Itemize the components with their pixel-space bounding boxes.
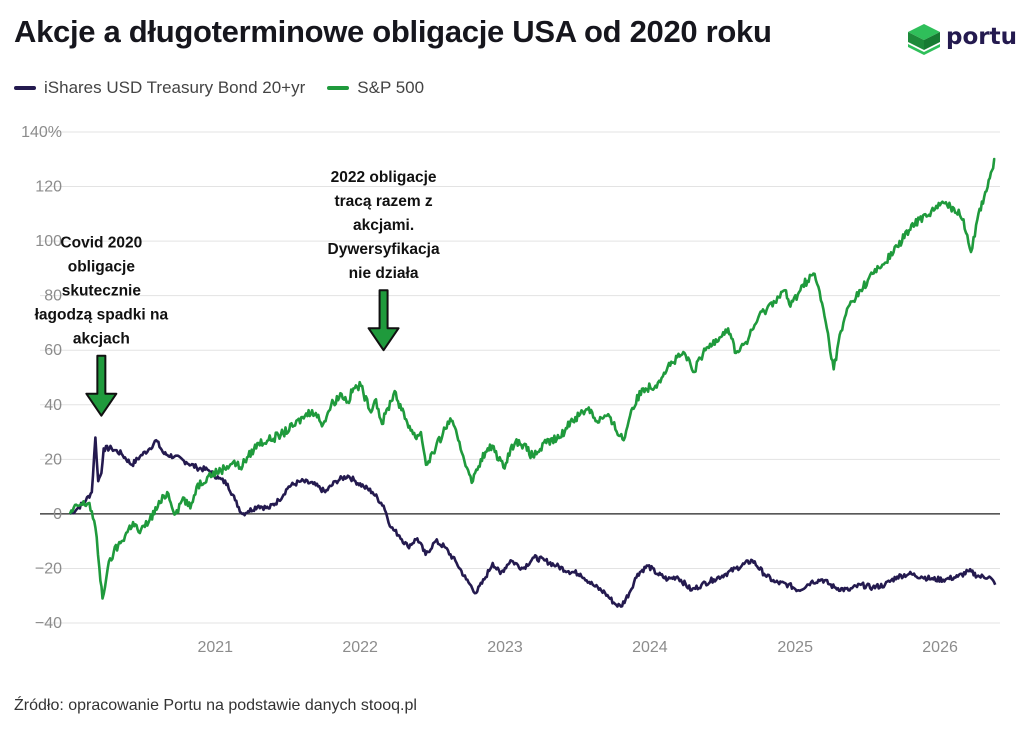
annotation-text: Dywersyfikacja xyxy=(328,241,440,258)
x-axis-ticks: 2021 2022 2023 2024 2025 2026 xyxy=(197,639,957,656)
annotation-text: akcjami. xyxy=(353,217,414,234)
annotation-text: Covid 2020 xyxy=(60,235,142,252)
annotation-text: obligacje xyxy=(68,259,136,276)
x-tick-label: 2021 xyxy=(197,639,233,656)
legend-label-bond: iShares USD Treasury Bond 20+yr xyxy=(44,78,306,97)
annotation-arrow xyxy=(367,289,400,352)
source-note: Źródło: opracowanie Portu na podstawie d… xyxy=(14,697,417,714)
legend-label-sp500: S&P 500 xyxy=(357,78,425,97)
annotation-text: akcjach xyxy=(73,331,130,348)
y-axis-ticks: −40 −20 0 20 40 60 80 100 120 140% xyxy=(21,124,62,632)
series-line-bond xyxy=(69,436,997,608)
y-tick-label: 60 xyxy=(44,342,62,359)
y-tick-label: −20 xyxy=(35,560,62,577)
x-tick-label: 2025 xyxy=(777,639,813,656)
legend-swatch-sp500 xyxy=(327,86,350,90)
y-tick-label: 20 xyxy=(44,451,62,468)
y-tick-label: −40 xyxy=(35,615,62,632)
legend: iShares USD Treasury Bond 20+yr S&P 500 xyxy=(14,78,446,98)
y-tick-label: 0 xyxy=(53,506,62,523)
annotation-arrow xyxy=(85,354,118,417)
legend-swatch-bond xyxy=(14,86,36,90)
x-tick-label: 2024 xyxy=(632,639,668,656)
y-tick-label: 100 xyxy=(35,233,62,250)
annotation-text: 2022 obligacje xyxy=(331,169,437,186)
y-tick-label: 140% xyxy=(21,124,62,141)
annotation-text: tracą razem z xyxy=(334,193,432,210)
x-tick-label: 2022 xyxy=(342,639,378,656)
series-line-sp500 xyxy=(68,157,996,600)
portu-logo-text: portu xyxy=(946,24,1017,50)
grid-lines xyxy=(40,131,1000,624)
y-tick-label: 40 xyxy=(44,397,62,414)
annotations: Covid 2020 obligacje skutecznie łagodzą spa… xyxy=(35,169,440,417)
chart-title: Akcje a długoterminowe obligacje USA od … xyxy=(14,14,772,49)
portu-logo: portu xyxy=(904,20,1017,60)
series-lines xyxy=(68,157,997,608)
legend-item-sp500: S&P 500 xyxy=(327,78,424,98)
x-tick-label: 2026 xyxy=(922,639,958,656)
y-tick-label: 120 xyxy=(35,179,62,196)
x-tick-label: 2023 xyxy=(487,639,523,656)
legend-item-bond: iShares USD Treasury Bond 20+yr xyxy=(14,78,305,98)
annotation-text: nie działa xyxy=(349,265,419,282)
annotation-text: łagodzą spadki na xyxy=(35,307,169,324)
annotation-text: skutecznie xyxy=(62,283,142,300)
portu-logo-icon xyxy=(908,24,940,55)
y-tick-label: 80 xyxy=(44,288,62,305)
